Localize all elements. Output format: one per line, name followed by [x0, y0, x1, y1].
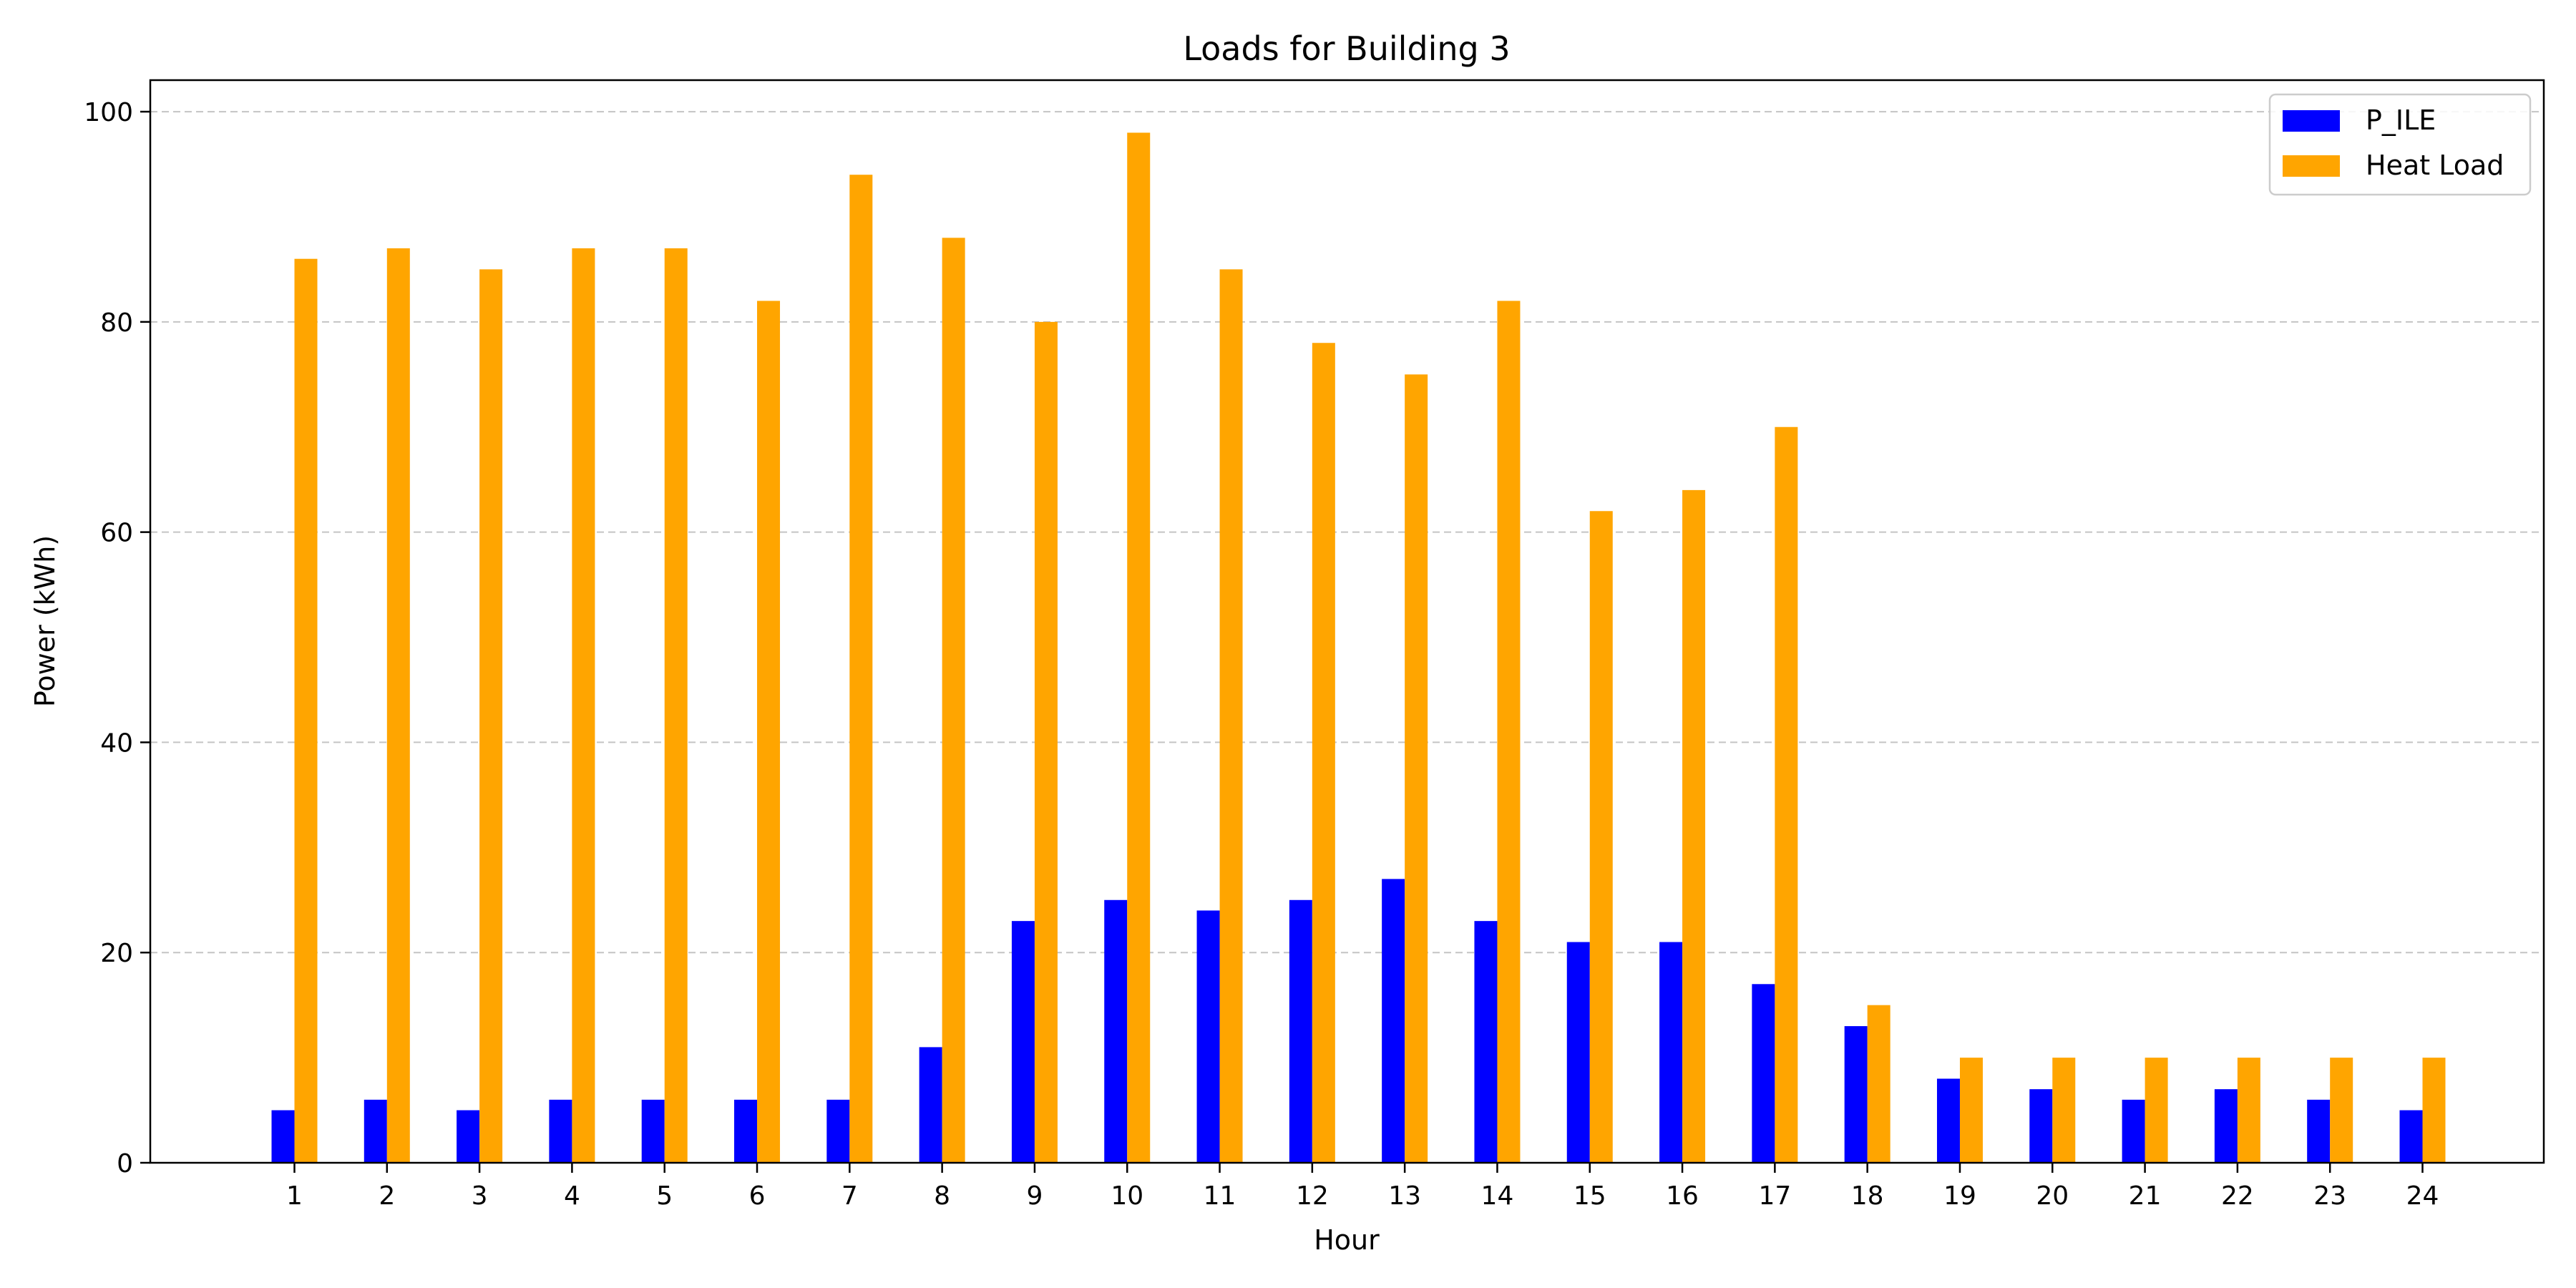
bar-heat-load — [2422, 1058, 2446, 1163]
bar-p-ile — [1659, 942, 1683, 1163]
x-tick-label: 16 — [1666, 1181, 1699, 1211]
legend-label-heat-load: Heat Load — [2366, 150, 2504, 181]
x-tick-label: 7 — [841, 1181, 858, 1211]
bar-p-ile — [2399, 1110, 2423, 1163]
bar-heat-load — [1127, 132, 1151, 1163]
bar-heat-load — [1219, 269, 1243, 1163]
legend-swatch-heat-load — [2283, 155, 2340, 177]
x-tick-label: 24 — [2406, 1181, 2439, 1211]
bar-heat-load — [942, 238, 965, 1163]
x-tick-label: 1 — [286, 1181, 303, 1211]
bar-heat-load — [1589, 511, 1613, 1163]
bar-p-ile — [734, 1099, 758, 1163]
bar-heat-load — [479, 269, 503, 1163]
legend: P_ILE Heat Load — [2268, 93, 2532, 196]
bar-heat-load — [1867, 1005, 1890, 1163]
bar-p-ile — [1936, 1078, 1960, 1163]
bar-heat-load — [757, 301, 781, 1163]
legend-label-p-ile: P_ILE — [2366, 104, 2436, 136]
bar-p-ile — [826, 1099, 850, 1163]
y-tick-label: 40 — [100, 728, 133, 758]
legend-swatch-p-ile — [2283, 110, 2340, 132]
bar-heat-load — [1775, 426, 1798, 1163]
x-tick-label: 17 — [1758, 1181, 1791, 1211]
x-tick-label: 12 — [1296, 1181, 1329, 1211]
x-tick-label: 10 — [1111, 1181, 1143, 1211]
bar-p-ile — [549, 1099, 572, 1163]
bar-p-ile — [1382, 879, 1405, 1163]
bar-p-ile — [271, 1110, 295, 1163]
bar-heat-load — [1497, 301, 1521, 1163]
bar-p-ile — [1474, 921, 1498, 1163]
x-axis-ticks: 1 2 3 4 5 6 7 8 9 10 11 12 13 14 15 16 17 18 19 20 21 22 23 24 — [286, 1163, 2439, 1211]
bar-p-ile — [1196, 910, 1220, 1163]
bar-p-ile — [457, 1110, 480, 1163]
bar-heat-load — [664, 248, 688, 1163]
x-tick-label: 4 — [564, 1181, 580, 1211]
x-tick-label: 21 — [2129, 1181, 2162, 1211]
x-axis-label: Hour — [1314, 1224, 1380, 1256]
bar-heat-load — [1405, 374, 1428, 1163]
bar-heat-load — [572, 248, 595, 1163]
bar-p-ile — [2307, 1099, 2331, 1163]
bar-p-ile — [919, 1047, 942, 1163]
x-tick-label: 20 — [2036, 1181, 2069, 1211]
bars — [271, 132, 2446, 1163]
bar-heat-load — [1034, 321, 1058, 1163]
x-tick-label: 5 — [656, 1181, 673, 1211]
bar-p-ile — [364, 1099, 387, 1163]
bar-heat-load — [294, 258, 318, 1163]
y-tick-label: 20 — [100, 939, 133, 968]
x-tick-label: 14 — [1481, 1181, 1514, 1211]
y-axis-ticks: 0 20 40 60 80 100 — [84, 98, 150, 1179]
x-tick-label: 11 — [1204, 1181, 1236, 1211]
y-tick-label: 60 — [100, 519, 133, 548]
x-tick-label: 3 — [472, 1181, 488, 1211]
y-tick-label: 100 — [84, 98, 133, 127]
bar-heat-load — [849, 175, 873, 1163]
bar-heat-load — [2330, 1058, 2353, 1163]
bar-p-ile — [1289, 899, 1312, 1163]
chart-title: Loads for Building 3 — [1183, 29, 1510, 68]
bar-p-ile — [1752, 984, 1775, 1163]
bar-p-ile — [1844, 1026, 1868, 1163]
bar-heat-load — [2145, 1058, 2168, 1163]
x-tick-label: 22 — [2221, 1181, 2254, 1211]
bar-heat-load — [1682, 489, 1706, 1163]
bar-p-ile — [1566, 942, 1590, 1163]
x-tick-label: 23 — [2313, 1181, 2346, 1211]
bar-p-ile — [2214, 1089, 2238, 1163]
bar-heat-load — [1959, 1058, 1983, 1163]
bar-p-ile — [1011, 921, 1035, 1163]
y-axis-label: Power (kWh) — [29, 535, 61, 707]
x-tick-label: 18 — [1851, 1181, 1884, 1211]
plot-frame — [149, 79, 2545, 1164]
x-tick-label: 6 — [749, 1181, 766, 1211]
x-tick-label: 13 — [1388, 1181, 1421, 1211]
y-tick-label: 0 — [117, 1149, 133, 1179]
bar-heat-load — [1312, 343, 1335, 1163]
bar-heat-load — [386, 248, 410, 1163]
bar-p-ile — [641, 1099, 665, 1163]
x-tick-label: 19 — [1943, 1181, 1976, 1211]
x-tick-label: 9 — [1026, 1181, 1043, 1211]
bar-heat-load — [2052, 1058, 2076, 1163]
bar-p-ile — [2029, 1089, 2053, 1163]
y-tick-label: 80 — [100, 308, 133, 338]
bar-heat-load — [2237, 1058, 2260, 1163]
bar-p-ile — [2122, 1099, 2145, 1163]
x-tick-label: 2 — [379, 1181, 395, 1211]
x-tick-label: 8 — [934, 1181, 950, 1211]
bar-p-ile — [1104, 899, 1128, 1163]
x-tick-label: 15 — [1574, 1181, 1606, 1211]
